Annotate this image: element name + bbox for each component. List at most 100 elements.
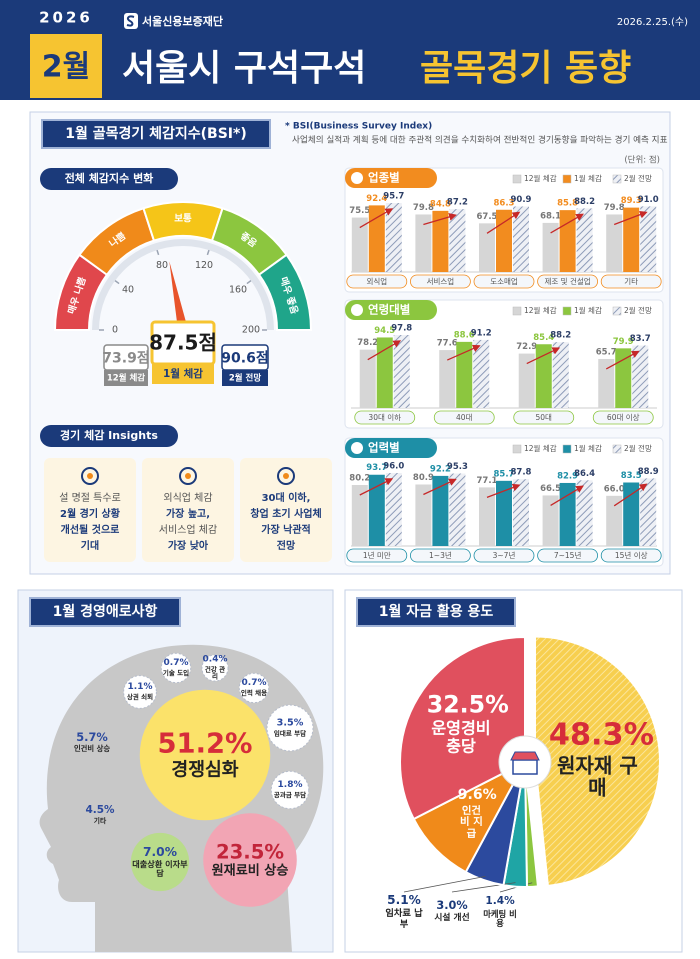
bar-value-label: 88.6 (454, 330, 475, 340)
gauge-tick (246, 280, 252, 285)
bar-value-label: 86.3 (494, 198, 515, 208)
category-label: 60대 이상 (607, 412, 640, 422)
bar-value-label: 77.6 (437, 339, 458, 349)
note-text: 사업체의 실적과 계획 등에 대한 주관적 의견을 수치화하여 전반적인 경기동… (292, 134, 668, 146)
value-name: 1월 체감 (163, 367, 203, 380)
category-pill (409, 274, 471, 289)
bar-value-label: 88.2 (550, 331, 571, 341)
bubble-value: 5.7% (76, 730, 108, 745)
gauge-tick (206, 249, 210, 256)
insight-line: 외식업 체감 (163, 491, 212, 504)
pie-title-box (356, 597, 516, 627)
gauge-tick-label: 0 (112, 325, 118, 336)
legend-label: 2월 전망 (624, 443, 652, 453)
bar-value-label: 90.9 (511, 195, 532, 205)
bar-value-label: 92.4 (366, 194, 387, 204)
bar-value-label: 92.2 (430, 464, 451, 474)
insight-card (142, 458, 234, 562)
gauge-band-label: 보통 (174, 214, 192, 225)
pie-slice (533, 635, 661, 887)
chart-title-icon (351, 304, 363, 316)
pie-title: 1월 자금 활용 용도 (379, 603, 494, 620)
trend-arrow (613, 483, 648, 507)
bubble-title-box (29, 597, 181, 627)
gauge-tick (114, 280, 120, 285)
bar-value-label: 94.5 (374, 326, 395, 336)
unit: (단위: 점) (624, 155, 660, 166)
bubble-name: 건강 관리 (204, 665, 226, 681)
category-label: 50대 (536, 413, 553, 422)
bar (385, 203, 402, 272)
category-pill (537, 274, 598, 289)
bubble-value: 4.5% (85, 804, 115, 817)
date: 2026.2.25.(수) (617, 16, 688, 28)
trend-arrow (486, 211, 521, 234)
bar (368, 474, 385, 546)
bar (640, 478, 657, 546)
category-label: 기타 (624, 277, 638, 286)
trend-arrow (486, 483, 521, 498)
bubble-value: 23.5% (215, 840, 285, 864)
bar-value-label: 91.0 (638, 195, 659, 205)
bar-value-label: 96.0 (383, 462, 404, 472)
legend-swatch (512, 174, 522, 184)
bubble-name: 기타 (93, 816, 107, 825)
bar-value-label: 83.7 (630, 334, 651, 344)
legend-label: 12월 체감 (524, 305, 557, 315)
bubble-name: 원재료비 상승 (211, 863, 289, 879)
bar (432, 210, 449, 272)
bar-value-label: 97.8 (391, 324, 412, 334)
gauge-tick-label: 80 (156, 260, 168, 271)
legend-label: 12월 체감 (524, 173, 557, 183)
bubble-name: 기술 도입 (162, 668, 190, 677)
gauge-tick-label: 40 (122, 285, 134, 296)
category-label: 3~7년 (493, 550, 516, 560)
insight-line: 가장 높고, (166, 507, 210, 520)
value-label: 73.9점 (102, 350, 149, 367)
bar-value-label: 85.7 (494, 469, 515, 479)
legend-swatch (562, 306, 572, 316)
bar-value-label: 80.9 (413, 473, 434, 483)
bubble-name: 인력 채용 (240, 688, 268, 697)
bubble-value: 1.1% (127, 681, 153, 692)
bubble-value: 0.7% (241, 677, 267, 688)
insight-line: 가장 낙관적 (261, 523, 310, 536)
legend-label: 2월 전망 (624, 305, 652, 315)
bubble-value: 7.0% (143, 844, 177, 859)
bar (606, 495, 623, 546)
bar-value-label: 95.3 (447, 462, 468, 472)
bubble-label: 23.5% 원재료비 상승 (203, 840, 297, 879)
category-pill (433, 410, 495, 425)
pie-value: 1.4% (485, 895, 515, 908)
insight-line: 개선될 것으로 (61, 523, 120, 536)
bar-value-label: 78.2 (357, 338, 378, 348)
bar (632, 345, 649, 408)
bar (542, 222, 559, 272)
bubble (266, 704, 314, 752)
pie-label: 48.3% 원자재 구매 (548, 717, 654, 799)
bar (368, 205, 385, 272)
bar-value-label: 66.5 (540, 484, 561, 494)
gauge-tick (156, 249, 160, 256)
bar-value-label: 84.8 (430, 199, 451, 209)
insight-line: 설 명절 특수로 (59, 491, 121, 504)
pie-name: 인건비 지급 (460, 805, 483, 840)
category-label: 15년 이상 (615, 550, 648, 560)
insight-icon (179, 467, 197, 485)
pie-slice (399, 635, 526, 821)
pie-name: 원자재 구매 (556, 752, 638, 799)
bar (415, 214, 432, 272)
pie-value: 9.6% (457, 787, 497, 804)
pie-name: 운영경비 충당 (431, 718, 491, 755)
pie-value: 48.3% (548, 717, 654, 753)
insight-icon (81, 467, 99, 485)
note-term: * BSI(Business Survey Index) (285, 122, 432, 132)
category-pill (473, 274, 535, 289)
bar-value-label: 82.9 (557, 471, 578, 481)
trend-arrow (526, 347, 561, 365)
bubble (130, 832, 190, 892)
bar-value-label: 72.9 (516, 342, 537, 352)
insight-line: 전망 (277, 539, 296, 552)
category-label: 7~15년 (554, 550, 582, 560)
